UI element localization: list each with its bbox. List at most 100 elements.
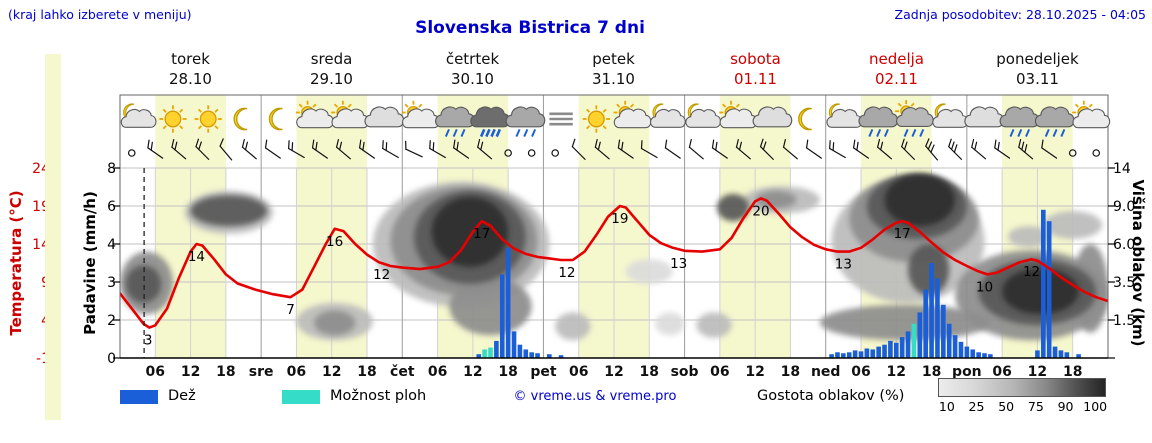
weather-icon-sun (194, 105, 222, 133)
density-tick: 25 (968, 399, 985, 414)
day-name: nedelja (868, 50, 924, 68)
rain-bar (864, 348, 870, 358)
day-header-torek: torek 28.10 (120, 50, 261, 88)
weather-icon-sun-cloud (295, 100, 334, 129)
temp-annotation: 16 (326, 234, 343, 250)
copyright-link[interactable]: © vreme.us & vreme.pro (513, 389, 677, 404)
cloud-area (1043, 211, 1103, 239)
wind-barb-icon (901, 138, 916, 160)
day-date: 02.11 (875, 70, 918, 88)
wind-barb-icon (925, 138, 938, 161)
cloud-area (449, 277, 532, 336)
temp-annotation: 19 (611, 211, 628, 227)
wind-barb-icon (640, 140, 658, 159)
wind-barb-icon (405, 140, 423, 158)
rain-bar (499, 274, 505, 358)
cloud-tick-label: 6.0 (1113, 237, 1135, 253)
time-tick-label: 12 (463, 364, 482, 380)
weather-icon-sun (159, 105, 187, 133)
wind-calm-icon (127, 149, 136, 157)
time-tick-label: 12 (604, 364, 623, 380)
cloud-density-gradient (938, 378, 1106, 397)
wind-calm-icon (527, 149, 536, 157)
cloud-tick-label: 1.5 (1113, 313, 1135, 329)
time-tick-label: 18 (781, 364, 800, 380)
time-tick-label: 06 (992, 364, 1011, 380)
weather-icon-sun-rain (895, 100, 934, 137)
temp-annotation: 17 (894, 226, 911, 242)
rain-swatch (120, 390, 158, 404)
menu-hint: (kraj lahko izberete v meniju) (8, 7, 192, 22)
weather-icon-moon (798, 107, 812, 131)
weather-icon-moon-cloud (685, 103, 722, 128)
density-tick: 90 (1057, 399, 1074, 414)
wind-barb-icon (594, 139, 610, 160)
weather-icon-moon-cloud (650, 103, 686, 128)
precip-axis-label: Padavine (mm/h) (81, 191, 99, 335)
day-date: 30.10 (451, 70, 494, 88)
rain-bar (476, 354, 482, 358)
precip-tick-label: 3 (107, 275, 116, 291)
cloud-area (625, 259, 673, 284)
density-tick: 50 (998, 399, 1015, 414)
temp-annotation: 7 (286, 302, 295, 318)
cloud-density-label: Gostota oblakov (%) (757, 388, 905, 404)
rain-bar (929, 263, 934, 358)
time-tick-label: 06 (569, 364, 588, 380)
wind-barb-icon (735, 139, 751, 160)
shower-bar (488, 347, 493, 358)
left-accent-strip (45, 54, 61, 420)
weather-icon-sun (582, 105, 611, 133)
rain-bar (935, 278, 940, 358)
time-tick-label: 12 (322, 364, 341, 380)
temp-annotation: 12 (373, 267, 390, 283)
wind-barb-icon (171, 139, 187, 160)
day-date: 28.10 (169, 70, 212, 88)
wind-barb-icon (241, 139, 257, 160)
rain-bar (505, 247, 511, 358)
rain-bar (970, 349, 976, 358)
time-tick-label: 06 (710, 364, 729, 380)
time-tick-label: čet (390, 364, 415, 380)
day-header-cetrtek: četrtek 30.10 (402, 50, 543, 88)
time-tick-label: 06 (146, 364, 165, 380)
temp-annotation: 17 (473, 226, 490, 242)
precip-bars (476, 209, 1081, 358)
rain-bar (558, 355, 564, 358)
precip-tick-label: 2 (107, 313, 116, 329)
wind-barb-icon (1041, 139, 1058, 159)
cloud-area (716, 193, 750, 222)
weather-icon-sun-cloud (401, 100, 440, 129)
cloud-area (884, 174, 956, 227)
cloud-axis-label: Višina oblakov (km) (1129, 179, 1147, 347)
wind-barb-icon (711, 139, 728, 159)
cloud-area (1002, 268, 1079, 315)
shower-legend-label: Možnost ploh (330, 388, 427, 404)
day-header-nedelja: nedelja 02.11 (826, 50, 967, 88)
rain-bar (958, 341, 964, 358)
rain-bar (523, 349, 529, 358)
rain-bar (888, 340, 893, 358)
wind-barb-icon (219, 138, 233, 161)
rain-bar (829, 354, 834, 358)
wind-barb-icon (311, 139, 328, 159)
weather-icon-cloud-rain (434, 106, 475, 137)
time-tick-label: 18 (357, 364, 376, 380)
temp-annotation: 13 (670, 256, 687, 272)
cloud-tick-label: 3.5 (1113, 275, 1135, 291)
time-tick-label: 18 (640, 364, 659, 380)
rain-bar (1058, 350, 1064, 358)
wind-barb-icon (359, 139, 375, 159)
wind-barb-icon (288, 140, 305, 159)
rain-bar (1046, 221, 1052, 358)
time-tick-label: 06 (287, 364, 306, 380)
cloud-area (1008, 226, 1050, 248)
wind-barb-icon (195, 138, 210, 160)
rain-bar (893, 342, 899, 358)
weather-icon-sun-cloud (613, 100, 652, 129)
day-date: 31.10 (592, 70, 635, 88)
day-name: sreda (310, 50, 353, 68)
rain-legend-label: Dež (168, 388, 196, 404)
rain-bar (1052, 346, 1058, 358)
rain-bar (858, 351, 864, 358)
